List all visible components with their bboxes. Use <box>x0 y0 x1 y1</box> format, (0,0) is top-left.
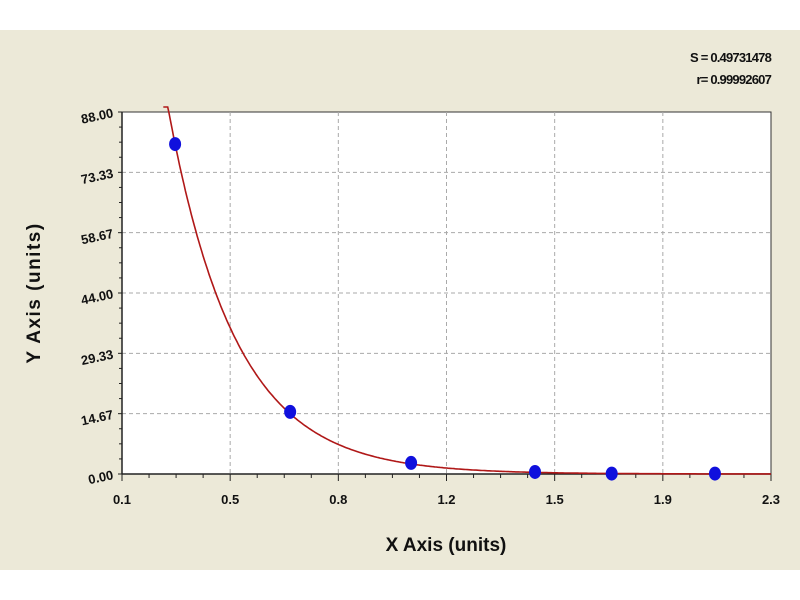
data-point <box>284 404 297 419</box>
data-point <box>529 464 541 479</box>
x-tick-label: 1.2 <box>437 492 455 507</box>
y-tick-label: 88.00 <box>80 105 115 126</box>
y-tick-label: 14.67 <box>80 407 115 428</box>
x-tick-label: 2.3 <box>762 492 780 507</box>
r-statistic: r= 0.99992607 <box>696 72 771 87</box>
data-point <box>169 137 182 152</box>
data-point <box>605 466 618 481</box>
y-axis-label: Y Axis (units) <box>24 222 45 363</box>
x-tick-label: 0.5 <box>221 492 239 507</box>
y-tick-label: 29.33 <box>80 347 115 368</box>
y-tick-label: 58.67 <box>80 226 115 247</box>
y-tick-label: 0.00 <box>87 467 115 487</box>
x-tick-label: 0.8 <box>329 492 347 507</box>
x-tick-label: 1.5 <box>546 492 564 507</box>
s-statistic: S = 0.49731478 <box>690 50 772 65</box>
y-tick-label: 73.33 <box>80 166 115 187</box>
data-point <box>708 466 721 481</box>
x-tick-label: 0.1 <box>113 492 131 507</box>
x-axis-label: X Axis (units) <box>386 535 507 556</box>
data-point <box>405 455 418 470</box>
x-tick-label: 1.9 <box>654 492 672 507</box>
fit-curve <box>163 106 772 475</box>
y-tick-label: 44.00 <box>80 286 115 307</box>
